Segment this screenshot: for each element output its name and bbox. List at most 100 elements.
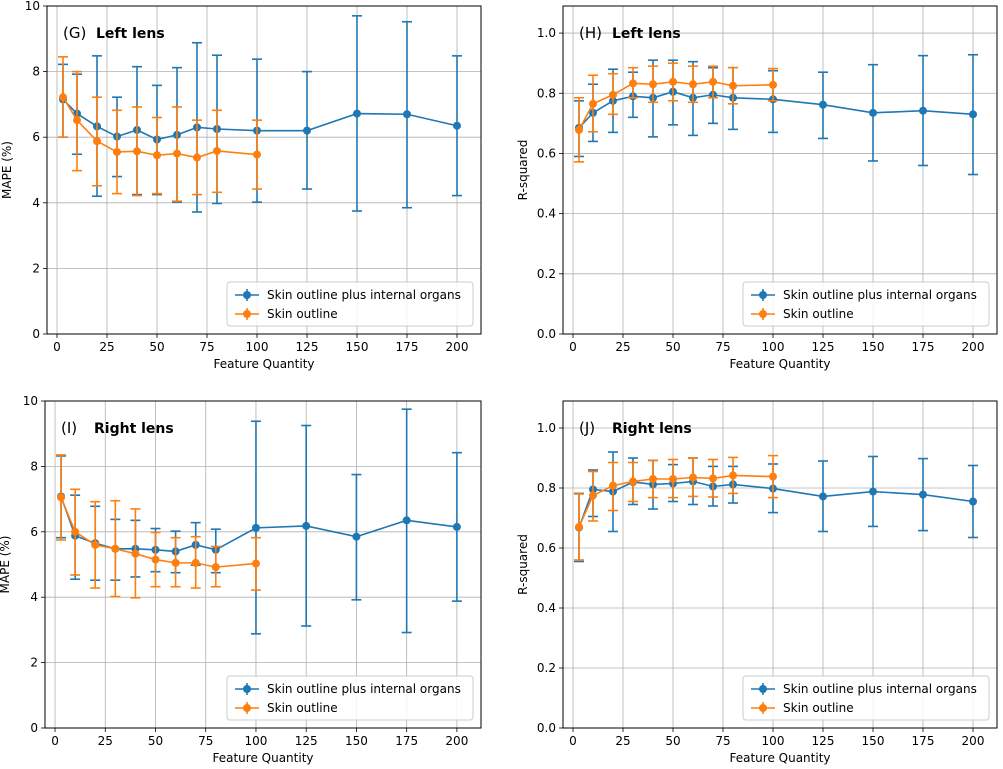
legend-swatch-marker <box>243 704 251 712</box>
x-tick-label: 175 <box>912 734 935 748</box>
x-tick-label: 125 <box>295 734 318 748</box>
legend-entry-label: Skin outline <box>783 701 854 715</box>
legend: Skin outline plus internal organs Skin ou… <box>226 281 474 327</box>
data-point <box>151 555 160 564</box>
y-axis-label: MAPE (%) <box>0 536 12 594</box>
y-tick-label: 6 <box>30 525 38 539</box>
axes-frame <box>562 400 998 729</box>
data-point <box>59 93 67 102</box>
x-tick-label: 50 <box>665 340 680 354</box>
data-point <box>919 106 927 115</box>
x-axis-label: Feature Quantity <box>213 357 314 371</box>
data-point <box>452 522 461 531</box>
data-point <box>302 521 311 530</box>
data-point <box>969 110 977 119</box>
x-tick-label: 150 <box>862 340 885 354</box>
y-tick-label: 0 <box>32 327 40 341</box>
data-point <box>251 559 260 568</box>
x-tick-label: 100 <box>246 340 269 354</box>
x-tick-label: 50 <box>149 340 164 354</box>
data-point <box>919 490 927 499</box>
data-point <box>649 80 657 89</box>
legend-box <box>742 675 990 721</box>
y-tick-label: 10 <box>25 0 40 13</box>
x-tick-label: 25 <box>99 340 114 354</box>
x-tick-label: 100 <box>762 734 785 748</box>
data-point <box>869 108 877 117</box>
y-tick-label: 8 <box>32 65 40 79</box>
data-point <box>769 472 777 481</box>
y-tick-label: 0.8 <box>537 86 556 100</box>
data-point <box>589 491 597 500</box>
series-skin-outline-plus-internal-organs <box>58 15 462 213</box>
legend-box <box>226 281 474 327</box>
axes-frame <box>562 5 998 335</box>
data-point <box>213 146 221 155</box>
legend-swatch-marker <box>759 685 767 693</box>
x-tick-label: 125 <box>296 340 319 354</box>
legend: Skin outline plus internal organs Skin ou… <box>226 675 474 721</box>
series-line <box>62 96 258 159</box>
x-tick-label: 100 <box>762 340 785 354</box>
x-tick-label: 200 <box>962 734 985 748</box>
y-tick-label: 0.6 <box>537 146 556 160</box>
legend-entry-label: Skin outline plus internal organs <box>267 682 461 696</box>
x-tick-label: 175 <box>912 340 935 354</box>
x-tick-label: 75 <box>715 340 730 354</box>
legend-swatch-marker <box>243 291 251 299</box>
x-tick-label: 75 <box>199 340 214 354</box>
panel-title: Left lens <box>96 26 165 42</box>
x-tick-label: 175 <box>396 340 419 354</box>
data-point <box>629 79 637 88</box>
series-line <box>578 474 774 528</box>
axes-frame <box>46 5 482 335</box>
x-tick-label: 200 <box>446 340 469 354</box>
data-point <box>869 487 877 496</box>
x-axis-label: Feature Quantity <box>212 751 313 765</box>
x-tick-label: 0 <box>569 340 577 354</box>
legend-swatch-marker <box>759 704 767 712</box>
data-point <box>729 81 737 90</box>
legend-box <box>226 675 474 721</box>
data-point <box>251 523 260 532</box>
legend-entry-label: Skin outline <box>267 307 338 321</box>
x-tick-label: 175 <box>395 734 418 748</box>
data-point <box>173 149 181 158</box>
x-axis-label: Feature Quantity <box>729 751 830 765</box>
y-tick-label: 0.4 <box>537 601 556 615</box>
data-point <box>131 549 140 558</box>
data-point <box>191 558 200 567</box>
series-skin-outline <box>58 56 262 202</box>
legend-swatch-marker <box>243 685 251 693</box>
panel-title: Right lens <box>612 421 692 437</box>
series-skin-outline <box>574 454 778 561</box>
x-tick-label: 25 <box>98 734 113 748</box>
data-point <box>729 471 737 480</box>
data-point <box>709 77 717 86</box>
legend-entry-label: Skin outline plus internal organs <box>783 682 977 696</box>
chart-panel-j: 0 25 50 75 100 125 150 175 200 0.0 0.2 0.4 0.6 0.8 1.0… <box>516 400 998 765</box>
series-skin-outline <box>56 454 261 599</box>
axes-frame <box>44 400 482 729</box>
series-line <box>60 497 257 568</box>
data-point <box>819 100 827 109</box>
panel-label: (H) <box>579 24 602 42</box>
legend: Skin outline plus internal organs Skin ou… <box>742 675 990 721</box>
data-point <box>649 475 657 483</box>
data-point <box>819 492 827 501</box>
data-point <box>453 121 461 130</box>
y-tick-label: 8 <box>30 459 38 473</box>
y-tick-label: 1.0 <box>537 26 556 40</box>
y-axis-label: MAPE (%) <box>0 141 14 199</box>
series-line <box>578 81 774 131</box>
chart-panel-g: 0 25 50 75 100 125 150 175 200 0 2 4 6 8 10 (G) Left len… <box>0 0 482 371</box>
y-tick-label: 4 <box>30 590 38 604</box>
data-point <box>93 137 101 146</box>
data-point <box>91 540 100 549</box>
data-point <box>609 481 617 490</box>
y-tick-label: 0.0 <box>537 721 556 735</box>
data-point <box>211 563 220 572</box>
data-point <box>133 147 141 156</box>
data-point <box>193 153 201 162</box>
data-point <box>353 109 361 118</box>
